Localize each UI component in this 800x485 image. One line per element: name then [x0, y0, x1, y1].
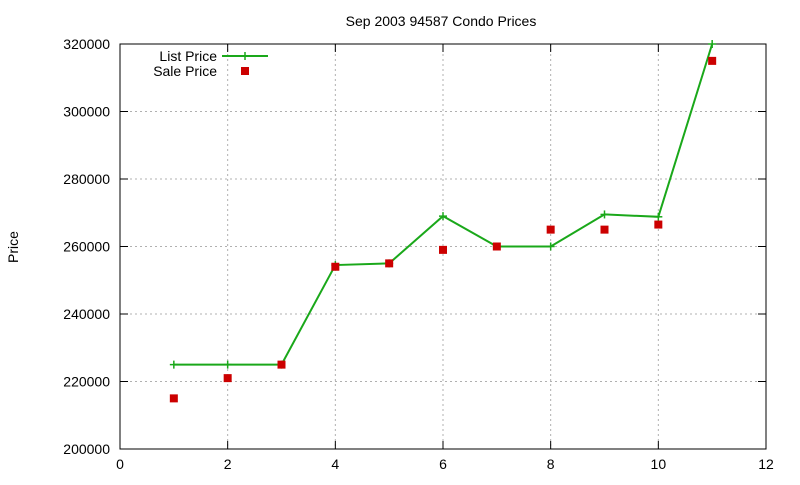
list-price-point: [600, 210, 609, 219]
chart-title: Sep 2003 94587 Condo Prices: [346, 13, 537, 29]
sale-price-point: [708, 56, 717, 65]
legend-label-list-price: List Price: [159, 48, 217, 64]
sale-price-point: [331, 262, 340, 271]
y-tick-label: 320000: [63, 36, 110, 52]
y-tick-label: 220000: [63, 374, 110, 390]
list-price-point: [439, 212, 447, 221]
y-tick-label: 240000: [63, 306, 110, 322]
sale-price-point: [654, 220, 663, 229]
y-tick-label: 200000: [63, 441, 110, 457]
legend-label-sale-price: Sale Price: [153, 63, 217, 79]
x-tick-label: 6: [439, 456, 447, 472]
x-tick-label: 8: [547, 456, 555, 472]
sale-price-point: [492, 242, 501, 251]
list-price-point: [169, 360, 178, 369]
sale-price-point: [169, 394, 178, 403]
data-series: [169, 40, 717, 403]
list-price-point: [654, 212, 663, 221]
x-tick-label: 12: [758, 456, 774, 472]
y-tick-label: 280000: [63, 171, 110, 187]
sale-price-point: [546, 225, 555, 234]
x-tick-label: 4: [331, 456, 339, 472]
sale-price-point: [277, 360, 286, 369]
sale-price-point: [439, 245, 447, 254]
list-price-point: [223, 360, 232, 369]
y-tick-label: 260000: [63, 239, 110, 255]
list-price-point: [708, 40, 717, 48]
x-tick-label: 10: [651, 456, 667, 472]
x-tick-label: 0: [116, 456, 124, 472]
list-price-point: [546, 242, 555, 251]
legend-swatch-sale-price: [241, 67, 249, 75]
sale-price-point: [385, 259, 394, 268]
sale-price-point: [223, 374, 232, 383]
axis-ticks: 200000 220000 240000 260000 280000 300000 3200…: [63, 36, 774, 472]
y-axis-label: Price: [5, 231, 21, 263]
x-tick-label: 2: [224, 456, 232, 472]
y-tick-label: 300000: [63, 104, 110, 120]
sale-price-point: [600, 225, 609, 234]
